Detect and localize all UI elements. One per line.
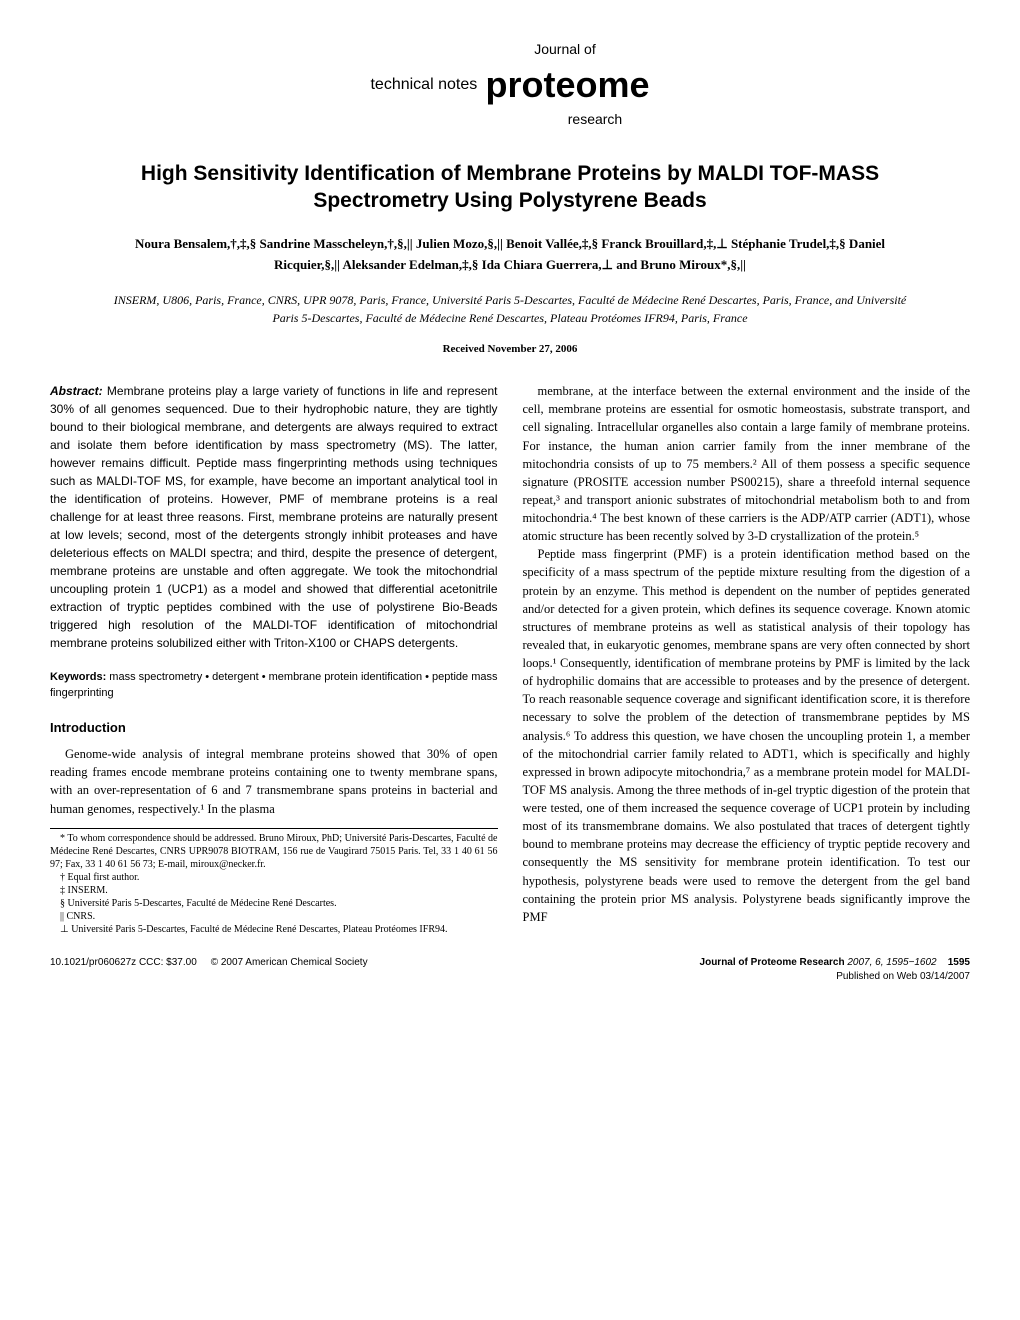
col2-p1: membrane, at the interface between the e…: [523, 382, 971, 545]
received-date: Received November 27, 2006: [50, 342, 970, 357]
footnote-plateau: ⊥ Université Paris 5-Descartes, Faculté …: [50, 923, 498, 936]
footnote-correspondence: * To whom correspondence should be addre…: [50, 832, 498, 871]
page-footer: 10.1021/pr060627z CCC: $37.00 © 2007 Ame…: [50, 956, 970, 984]
footnote-cnrs: || CNRS.: [50, 910, 498, 923]
authors-list: Noura Bensalem,†,‡,§ Sandrine Masscheley…: [110, 234, 910, 276]
intro-col1: Genome-wide analysis of integral membran…: [50, 745, 498, 818]
research-label: research: [540, 110, 649, 130]
journal-of-label: Journal of: [480, 40, 649, 60]
col2-p2: Peptide mass fingerprint (PMF) is a prot…: [523, 545, 971, 926]
footer-page: 1595: [948, 957, 970, 968]
footnote-univ: § Université Paris 5-Descartes, Faculté …: [50, 897, 498, 910]
journal-masthead: technical notes Journal of proteome rese…: [50, 40, 970, 130]
article-body: Abstract: Membrane proteins play a large…: [50, 382, 970, 935]
footer-published: Published on Web 03/14/2007: [700, 970, 970, 984]
abstract-text: Membrane proteins play a large variety o…: [50, 384, 498, 650]
keywords-label: Keywords:: [50, 671, 106, 683]
footer-doi: 10.1021/pr060627z CCC: $37.00: [50, 957, 197, 968]
keywords-block: Keywords: mass spectrometry • detergent …: [50, 670, 498, 701]
footer-issue: 2007, 6, 1595−1602: [847, 957, 936, 968]
footer-left: 10.1021/pr060627z CCC: $37.00 © 2007 Ame…: [50, 956, 368, 984]
keywords-text: mass spectrometry • detergent • membrane…: [50, 671, 498, 698]
footnotes-block: * To whom correspondence should be addre…: [50, 828, 498, 936]
body-col2: membrane, at the interface between the e…: [523, 382, 971, 926]
footnote-equal: † Equal first author.: [50, 871, 498, 884]
technical-notes-label: technical notes: [370, 74, 477, 96]
abstract-label: Abstract:: [50, 384, 103, 398]
intro-p1: Genome-wide analysis of integral membran…: [50, 745, 498, 818]
footer-right: Journal of Proteome Research 2007, 6, 15…: [700, 956, 970, 984]
abstract-block: Abstract: Membrane proteins play a large…: [50, 382, 498, 652]
footer-journal: Journal of Proteome Research: [700, 957, 845, 968]
article-title: High Sensitivity Identification of Membr…: [90, 160, 930, 215]
introduction-heading: Introduction: [50, 719, 498, 737]
footnote-inserm: ‡ INSERM.: [50, 884, 498, 897]
footer-copyright: © 2007 American Chemical Society: [211, 957, 368, 968]
affiliations: INSERM, U806, Paris, France, CNRS, UPR 9…: [110, 291, 910, 327]
proteome-label: proteome: [485, 60, 649, 110]
